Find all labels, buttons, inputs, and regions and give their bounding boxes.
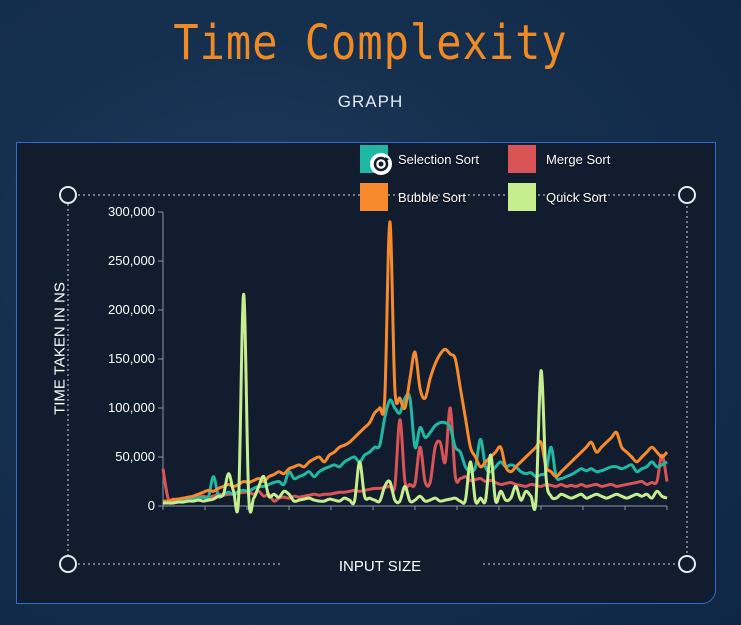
y-tick-label: 150,000 xyxy=(108,351,155,366)
legend-item-quick-sort[interactable]: Quick Sort xyxy=(508,183,607,211)
handle-bottom-left[interactable] xyxy=(59,555,77,573)
legend-swatch-merge-sort xyxy=(508,145,536,173)
y-tick-label: 0 xyxy=(148,498,155,513)
page-subtitle: GRAPH xyxy=(337,92,404,111)
legend-item-bubble-sort[interactable]: Bubble Sort xyxy=(360,183,466,211)
y-tick-label: 300,000 xyxy=(108,204,155,219)
rotate-icon[interactable] xyxy=(370,153,392,175)
selection-frame xyxy=(67,194,688,565)
page-title: Time Complexity xyxy=(173,14,568,71)
series-line-quick-sort xyxy=(163,292,668,514)
y-axis-label: TIME TAKEN IN NS xyxy=(51,282,69,415)
legend-label-selection-sort: Selection Sort xyxy=(398,151,479,167)
handle-top-left[interactable] xyxy=(59,186,77,204)
legend-swatch-bubble-sort xyxy=(360,183,388,211)
legend-label-quick-sort: Quick Sort xyxy=(546,189,607,205)
chart-card xyxy=(16,142,716,604)
legend-label-bubble-sort: Bubble Sort xyxy=(398,189,466,205)
y-tick-label: 50,000 xyxy=(115,449,155,464)
handle-top-right[interactable] xyxy=(678,186,696,204)
x-axis-label: INPUT SIZE xyxy=(280,558,480,575)
y-tick-label: 250,000 xyxy=(108,253,155,268)
y-tick-label: 100,000 xyxy=(108,400,155,415)
legend-item-merge-sort[interactable]: Merge Sort xyxy=(508,145,610,173)
legend-label-merge-sort: Merge Sort xyxy=(546,151,611,167)
y-tick-label: 200,000 xyxy=(108,302,155,317)
legend-swatch-quick-sort xyxy=(508,183,536,211)
handle-bottom-right[interactable] xyxy=(678,555,696,573)
